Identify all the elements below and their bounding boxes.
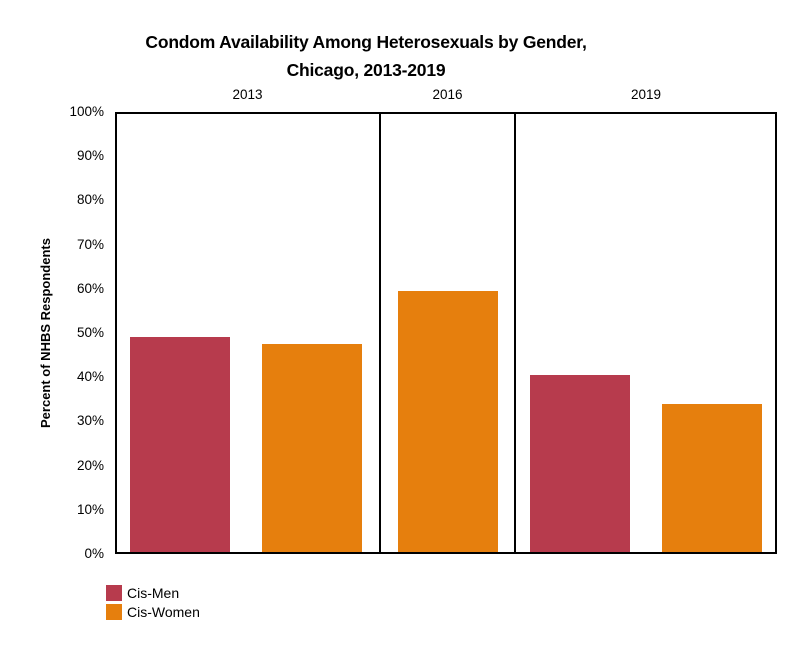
y-tick-70-: 70% [76, 236, 104, 252]
legend-swatch-cis-men [106, 585, 122, 601]
chart-title: Condom Availability Among Heterosexuals … [0, 28, 732, 84]
bar-cis-women-2019 [662, 403, 762, 554]
y-tick-60-: 60% [76, 280, 104, 296]
bar-cis-women-2013 [262, 344, 362, 554]
panel-label-2016: 2016 [432, 87, 463, 102]
y-tick-40-: 40% [76, 369, 104, 385]
y-tick-90-: 90% [76, 148, 104, 164]
legend-swatch-cis-women [106, 603, 122, 620]
y-tick-80-: 80% [76, 192, 104, 208]
y-tick-10-: 10% [76, 501, 104, 517]
y-tick-50-: 50% [76, 325, 104, 340]
bar-cis-men-2013 [130, 337, 230, 554]
y-tick-0-: 0% [84, 546, 104, 561]
bar-cis-men-2019 [530, 374, 630, 554]
bar-cis-women-2016 [397, 291, 498, 554]
legend-label-cis-women: Cis-Women [127, 603, 200, 620]
panel-label-2013: 2013 [232, 87, 263, 102]
legend-label-cis-men: Cis-Men [127, 585, 180, 601]
panel-label-2019: 2019 [630, 87, 662, 102]
chart-title-line1: Condom Availability Among Heterosexuals … [145, 32, 587, 52]
y-tick-100-: 100% [69, 104, 104, 119]
panel-divider [514, 112, 516, 554]
plot-frame [115, 112, 777, 554]
panel-divider [379, 112, 381, 554]
y-tick-30-: 30% [76, 413, 104, 429]
y-tick-20-: 20% [76, 457, 104, 473]
chart-title-line2: Chicago, 2013-2019 [286, 60, 446, 80]
